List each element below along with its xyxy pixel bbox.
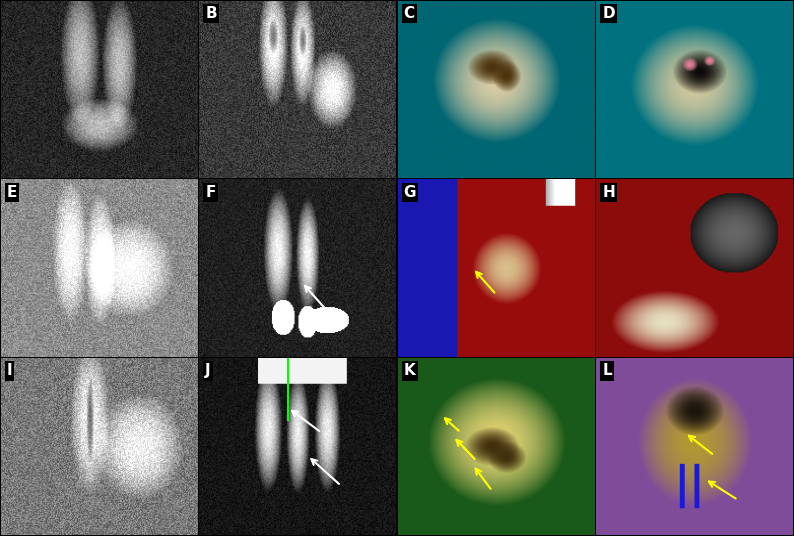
Text: C: C — [403, 6, 414, 21]
Text: K: K — [403, 363, 415, 378]
Text: J: J — [205, 363, 211, 378]
Text: I: I — [6, 363, 13, 378]
Text: F: F — [205, 184, 216, 199]
Text: L: L — [602, 363, 612, 378]
Text: E: E — [6, 184, 17, 199]
Text: D: D — [602, 6, 615, 21]
Text: G: G — [403, 184, 416, 199]
Text: H: H — [602, 184, 615, 199]
Text: B: B — [205, 6, 217, 21]
